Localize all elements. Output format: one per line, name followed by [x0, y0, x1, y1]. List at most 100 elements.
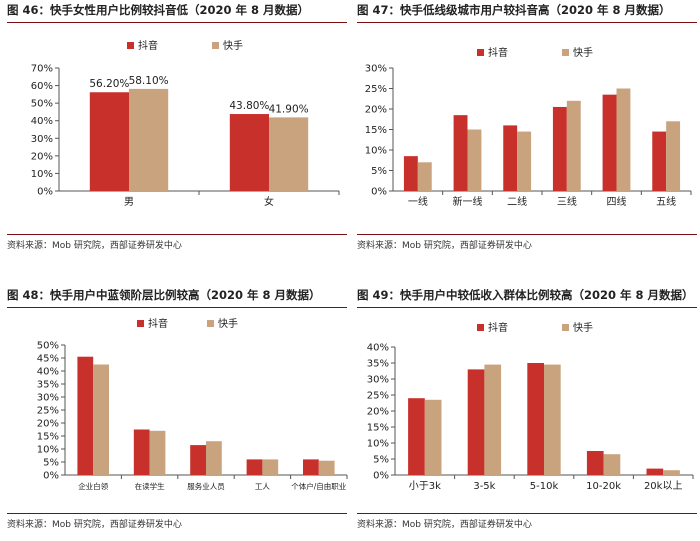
y-tick-label: 20% — [31, 151, 53, 162]
bar-kuaishou — [544, 364, 561, 475]
title-rule — [357, 22, 697, 23]
bar-kuaishou — [129, 88, 169, 191]
y-tick-label: 5% — [371, 166, 387, 177]
y-tick-label: 40% — [367, 343, 389, 354]
bar-kuaishou — [262, 459, 279, 475]
bar-douyin — [552, 106, 567, 191]
y-tick-label: 10% — [367, 439, 389, 450]
bar-kuaishou — [603, 454, 621, 475]
bar-douyin — [503, 125, 518, 191]
bar-kuaishou — [467, 129, 482, 191]
bar-douyin — [467, 369, 485, 475]
legend-swatch-kuaishou — [562, 324, 569, 331]
title-rule — [7, 22, 347, 23]
x-tick-label: 小于3k — [409, 480, 441, 492]
x-tick-label: 工人 — [255, 482, 270, 491]
bar-kuaishou — [424, 399, 442, 475]
panel-fig46: 图 46：快手女性用户比例较抖音低（2020 年 8 月数据） 抖音 快手 0% 10… — [7, 2, 347, 264]
bar-kuaishou — [206, 441, 222, 475]
x-tick-label: 女 — [264, 195, 274, 208]
bar-kuaishou — [93, 364, 109, 475]
y-tick-label: 25% — [365, 84, 387, 95]
legend-label-douyin: 抖音 — [148, 317, 168, 330]
source-note: 资料来源：Mob 研究院，西部证券研发中心 — [357, 241, 532, 251]
legend-label-kuaishou: 快手 — [223, 39, 243, 52]
legend-swatch-douyin — [137, 320, 144, 327]
panel-fig48: 图 48：快手用户中蓝领阶层比例较高（2020 年 8 月数据） 抖音 快手 0% 5… — [7, 287, 348, 541]
x-tick-label: 男 — [124, 196, 134, 208]
bar-kuaishou — [417, 162, 432, 191]
y-tick-label: 5% — [43, 458, 59, 469]
y-tick-label: 30% — [367, 375, 389, 386]
panel-fig47: 图 47：快手低线级城市用户较抖音高（2020 年 8 月数据） 抖音 快手 0% 5… — [357, 2, 697, 264]
y-tick-label: 60% — [31, 81, 53, 92]
y-tick-label: 20% — [37, 419, 59, 430]
x-tick-label: 20k以上 — [644, 480, 683, 492]
y-tick-label: 0% — [371, 187, 387, 198]
chart-fig46: 抖音 快手 0% 10% 20% 30% 40% 50% 60% 70% 56.20% 58.10% 男… — [31, 39, 340, 208]
x-tick-label: 新一线 — [453, 195, 483, 208]
y-tick-label: 20% — [367, 407, 389, 418]
y-tick-label: 40% — [31, 116, 53, 127]
source-rule — [7, 513, 347, 514]
panel-fig49: 图 49：快手用户中较低收入群体比例较高（2020 年 8 月数据） 抖音 快手 0… — [357, 287, 697, 541]
bar-kuaishou — [663, 470, 680, 475]
bar-kuaishou — [484, 364, 502, 475]
x-tick-label: 10-20k — [586, 481, 621, 492]
legend-swatch-kuaishou — [212, 42, 219, 49]
chart-title: 图 47：快手低线级城市用户较抖音高（2020 年 8 月数据） — [357, 3, 671, 17]
legend-label-kuaishou: 快手 — [573, 321, 593, 334]
bar-douyin — [89, 92, 129, 191]
source-note: 资料来源：Mob 研究院，西部证券研发中心 — [357, 520, 532, 530]
legend-label-douyin: 抖音 — [138, 39, 158, 52]
bar-douyin — [453, 115, 468, 191]
source-rule — [357, 234, 697, 235]
y-tick-label: 30% — [365, 64, 387, 75]
source-note: 资料来源：Mob 研究院，西部证券研发中心 — [7, 520, 182, 530]
chart-title: 图 49：快手用户中较低收入群体比例较高（2020 年 8 月数据） — [357, 288, 694, 302]
chart-fig48: 抖音 快手 0% 5% 10% 15% 20% 25% 30% 35% 40% 45% 50% 企业白领 在… — [37, 317, 348, 491]
source-rule — [357, 513, 697, 514]
x-tick-label: 一线 — [408, 195, 428, 208]
data-label: 43.80% — [229, 100, 269, 112]
bar-douyin — [133, 429, 150, 475]
y-tick-label: 0% — [373, 471, 389, 482]
legend-swatch-douyin — [477, 324, 484, 331]
y-tick-label: 25% — [37, 406, 59, 417]
x-tick-label: 二线 — [507, 195, 527, 208]
bar-kuaishou — [566, 100, 581, 191]
x-tick-label: 在读学生 — [135, 481, 165, 491]
x-tick-label: 四线 — [607, 195, 627, 208]
chart-fig49: 抖音 快手 0% 5% 10% 15% 20% 25% 30% 35% 40% 小于3k 3-5k 5-1… — [367, 321, 694, 492]
y-tick-label: 30% — [37, 393, 59, 404]
source-rule — [7, 234, 347, 235]
bar-kuaishou — [149, 430, 166, 475]
bar-douyin — [303, 459, 319, 475]
chart-title: 图 46：快手女性用户比例较抖音低（2020 年 8 月数据） — [7, 3, 310, 17]
y-tick-label: 50% — [31, 99, 53, 110]
bar-douyin — [229, 114, 269, 191]
bar-douyin — [190, 445, 206, 475]
x-tick-label: 3-5k — [473, 481, 495, 492]
legend-swatch-douyin — [127, 42, 134, 49]
y-tick-label: 10% — [37, 445, 59, 456]
y-tick-label: 25% — [367, 391, 389, 402]
data-label: 41.90% — [269, 103, 309, 115]
bar-kuaishou — [616, 88, 631, 191]
title-rule — [357, 307, 697, 308]
bar-douyin — [246, 459, 263, 475]
bar-douyin — [527, 363, 544, 475]
bar-douyin — [586, 451, 604, 475]
bar-kuaishou — [269, 117, 309, 191]
x-tick-label: 企业白领 — [78, 481, 108, 491]
y-tick-label: 10% — [31, 169, 53, 180]
legend-label-kuaishou: 快手 — [218, 317, 238, 330]
bar-douyin — [602, 94, 617, 191]
y-tick-label: 35% — [367, 359, 389, 370]
data-label: 56.20% — [89, 78, 129, 90]
bar-kuaishou — [517, 131, 532, 191]
legend-label-douyin: 抖音 — [488, 321, 508, 334]
x-tick-label: 服务业人员 — [187, 481, 225, 491]
y-tick-label: 15% — [367, 423, 389, 434]
legend-label-kuaishou: 快手 — [573, 46, 593, 59]
